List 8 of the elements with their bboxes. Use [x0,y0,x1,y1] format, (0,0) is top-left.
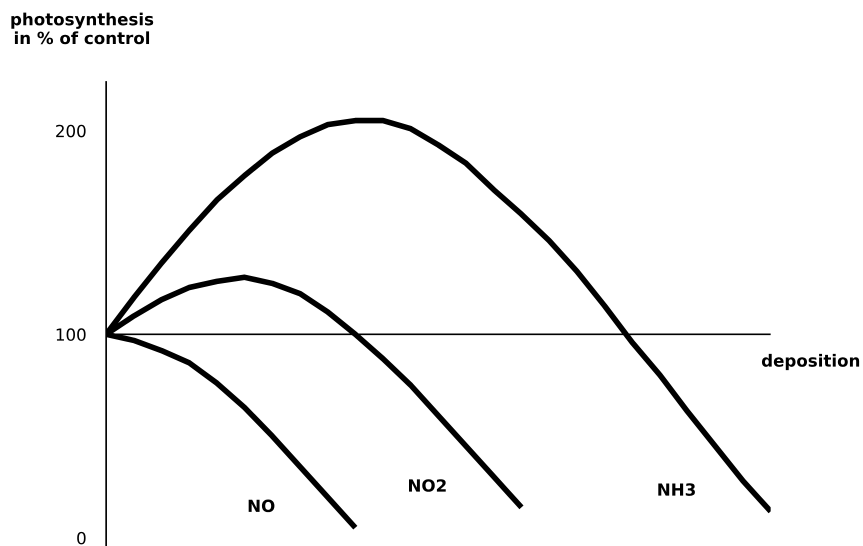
text: NO [248,500,274,512]
x-axis-title: deposition [762,354,860,370]
y-tick-label: 0 [77,532,86,544]
y-axis-title: photosynthesis in % of control [11,12,154,44]
y-tick-label: 100 [56,328,86,341]
text: NH3 [658,483,695,496]
y-tick-label: 200 [56,124,86,138]
text: NO2 [409,479,446,492]
